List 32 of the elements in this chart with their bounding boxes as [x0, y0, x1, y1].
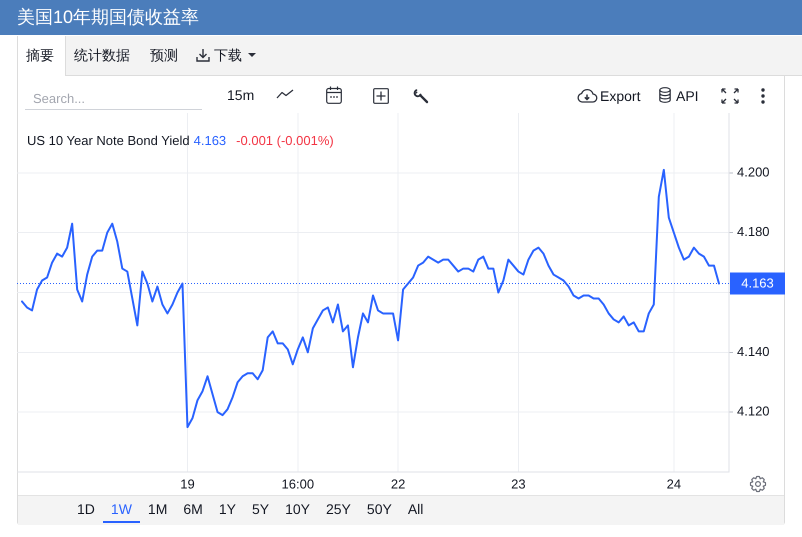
y-tick-label: 4.180 [737, 224, 770, 240]
x-tick-label: 22 [390, 476, 406, 492]
text: 统计数据 [74, 46, 130, 64]
x-tick-label: 23 [511, 476, 526, 492]
y-tick-label: 4.120 [737, 404, 770, 419]
chart-title: 美国10年期国债收益率 [17, 6, 200, 28]
x-tick-label: 24 [666, 476, 682, 492]
text: 下载 [214, 46, 242, 64]
annotation: -0.001 (-0.001%) [236, 133, 334, 148]
x-tick-label: 19 [180, 476, 195, 492]
annotation: US 10 Year Note Bond Yield [27, 133, 190, 148]
text: 50Y [366, 500, 393, 519]
y-tick-label: 4.200 [737, 164, 770, 180]
text: 1W [102, 497, 140, 523]
text: 1D [76, 500, 96, 519]
y-tick-label: 4.140 [737, 344, 770, 359]
text: 10Y [284, 500, 311, 519]
x-tick-label: 16:00 [282, 476, 314, 492]
text: API [676, 87, 699, 105]
text: 1Y [218, 500, 237, 519]
text: 25Y [324, 500, 352, 519]
text: 摘要 [26, 46, 54, 64]
annotation: 4.163 [194, 133, 226, 148]
search-field: Search... [25, 87, 202, 110]
text: 5Y [250, 500, 270, 519]
text: 预测 [150, 46, 178, 64]
text: All [406, 500, 424, 519]
text: 6M [182, 500, 204, 519]
text: 1M [146, 500, 168, 519]
text: 15m [227, 86, 254, 104]
text: Export [600, 87, 640, 105]
ref-line-label: 4.163 [741, 276, 774, 291]
